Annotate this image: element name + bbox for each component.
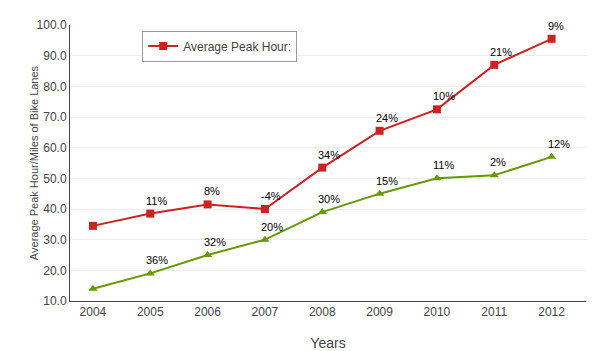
svg-text:9%: 9% xyxy=(548,20,564,32)
svg-text:34%: 34% xyxy=(318,149,340,161)
svg-text:30.0: 30.0 xyxy=(43,233,67,247)
svg-text:2008: 2008 xyxy=(309,305,336,319)
svg-text:Average Peak Hour:: Average Peak Hour: xyxy=(183,40,291,54)
svg-text:2010: 2010 xyxy=(424,305,451,319)
svg-text:80.0: 80.0 xyxy=(43,80,67,94)
svg-text:12%: 12% xyxy=(548,138,570,150)
svg-text:20%: 20% xyxy=(261,221,283,233)
svg-text:21%: 21% xyxy=(490,46,512,58)
svg-text:24%: 24% xyxy=(376,112,398,124)
svg-text:2011: 2011 xyxy=(481,305,507,319)
svg-text:40.0: 40.0 xyxy=(43,202,67,216)
svg-text:100.0: 100.0 xyxy=(37,18,67,32)
svg-text:-4%: -4% xyxy=(261,190,281,202)
svg-text:8%: 8% xyxy=(204,185,220,197)
svg-text:Average Peak Hour/Miles of Bik: Average Peak Hour/Miles of Bike Lanes xyxy=(28,65,40,260)
svg-text:15%: 15% xyxy=(376,175,398,187)
svg-text:10%: 10% xyxy=(433,90,455,102)
svg-text:36%: 36% xyxy=(146,254,168,266)
svg-text:2006: 2006 xyxy=(194,305,221,319)
svg-text:2004: 2004 xyxy=(80,305,107,319)
svg-text:50.0: 50.0 xyxy=(43,172,67,186)
svg-text:2007: 2007 xyxy=(252,305,279,319)
svg-text:2005: 2005 xyxy=(137,305,164,319)
svg-text:2%: 2% xyxy=(490,156,506,168)
svg-text:Years: Years xyxy=(310,335,345,351)
svg-text:2012: 2012 xyxy=(538,305,565,319)
svg-text:10.0: 10.0 xyxy=(43,294,67,308)
svg-text:11%: 11% xyxy=(433,159,454,171)
svg-text:2009: 2009 xyxy=(366,305,393,319)
svg-text:90.0: 90.0 xyxy=(43,49,67,63)
svg-text:70.0: 70.0 xyxy=(43,110,67,124)
svg-text:60.0: 60.0 xyxy=(43,141,67,155)
svg-text:32%: 32% xyxy=(204,236,226,248)
svg-text:30%: 30% xyxy=(318,193,340,205)
svg-text:11%: 11% xyxy=(146,195,167,207)
svg-text:20.0: 20.0 xyxy=(43,264,67,278)
